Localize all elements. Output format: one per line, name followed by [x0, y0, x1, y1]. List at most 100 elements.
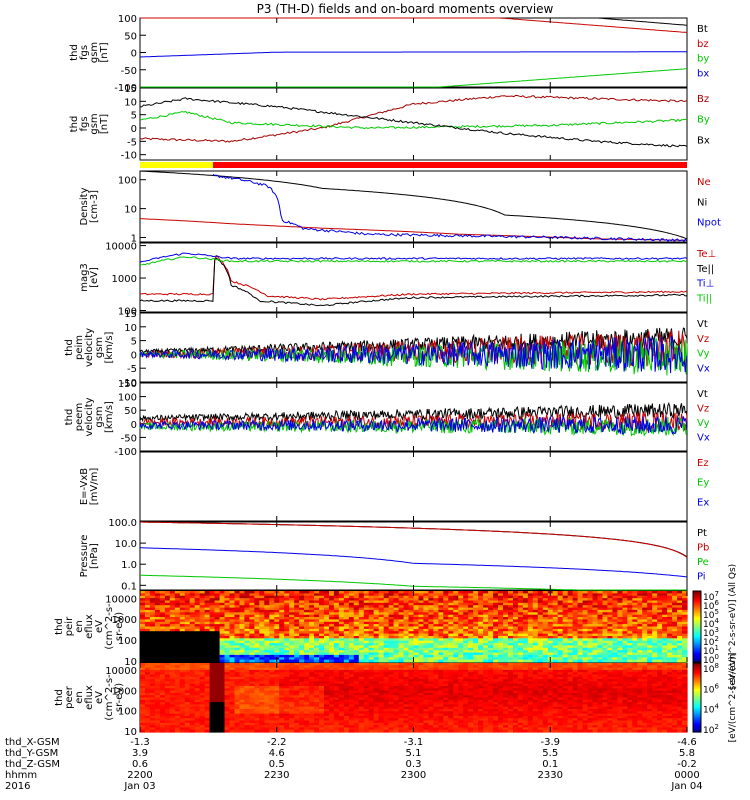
panel-5-ylabel-line: gsm — [94, 406, 105, 427]
panel-8-colorbar-tick: 102 — [703, 635, 719, 648]
x-tick-1-row-3: 2230 — [264, 770, 289, 781]
panel-2: 100 10 1 Ne Ni Npot — [118, 170, 721, 245]
panel-4-series-Vy — [139, 336, 688, 376]
panel-1-series-By — [139, 111, 688, 130]
panel-3-legend-0: Te⊥ — [696, 249, 716, 260]
panel-7-series-Pi — [140, 547, 688, 578]
panel-4-legend-0: Vt — [697, 319, 708, 330]
panel-7-ytick-label: 1.0 — [121, 560, 137, 571]
panel-6-legend-0: Ez — [697, 458, 709, 469]
panel-4-ytick-label: 5 — [131, 337, 137, 348]
x-row-label-4: 2016 — [5, 781, 30, 792]
panel-1-ytick-label: -10 — [121, 151, 137, 162]
x-row-label-0: thd_X-GSM — [5, 737, 60, 748]
panel-5-ytick-label: 0 — [131, 420, 137, 431]
x-tick-1-row-0: -2.2 — [267, 737, 287, 748]
panel-4-series-Vx — [139, 335, 688, 374]
panel-2-ytick-label: 100 — [118, 176, 137, 187]
panel-3: 10000 1000 100 Te⊥ Te|| Ti⊥ Ti|| — [105, 242, 716, 318]
x-tick-2-row-0: -3.1 — [404, 737, 424, 748]
panel-8-ylabel-line: peir — [64, 616, 75, 636]
panel-3-series-Te|| — [139, 257, 688, 307]
panel-0-ylabel-line: [nT] — [99, 42, 110, 62]
x-tick-3-row-2: 0.1 — [542, 759, 558, 770]
panel-4-ytick-label: -10 — [121, 378, 137, 389]
x-tick-2-row-2: 0.3 — [406, 759, 422, 770]
panel-0-ytick-label: -100 — [114, 83, 137, 94]
panel-5-ylabel-line: thd — [64, 409, 75, 426]
panel-4-ylabel-line: thd — [64, 339, 75, 356]
x-tick-1-row-2: 0.5 — [269, 759, 285, 770]
panel-6-legend-1: Ey — [697, 478, 709, 489]
panel-8-colorbar-tick: 107 — [703, 590, 719, 603]
panel-5: 150 100 50 0 -50 -100 Vt Vz Vy Vx — [114, 379, 710, 458]
panel-9-colorbar-tick: 106 — [703, 682, 719, 695]
panel-0-legend-1: bz — [697, 39, 709, 50]
panel-8-ytick-label: 10 — [124, 657, 137, 668]
panel-9-ylabel-line: sr-eV) — [114, 683, 125, 712]
panel-7-legend-1: Pb — [697, 543, 709, 554]
panel-2-ytick-label: 1 — [131, 234, 137, 245]
panel-9-colorbar: 108 106 104 102 [eV/(cm^2-s-sr-eV)] — [692, 653, 738, 742]
panel-1-ytick-label: 10 — [124, 97, 137, 108]
panel-8-colorbar-tick: 103 — [703, 626, 719, 639]
panel-5-legend-3: Vx — [697, 433, 710, 444]
x-row-label-2: thd_Z-GSM — [5, 759, 60, 770]
panel-6: Ez Ey Ex — [139, 451, 709, 522]
panel-5-ylabel-line: [km/s] — [104, 401, 115, 433]
panel-0-ytick-label: 50 — [124, 31, 137, 42]
panel-9-ytick-label: 100 — [118, 707, 137, 718]
panel-1-series-Bz — [139, 94, 688, 143]
panel-4-ylabel-line: [km/s] — [104, 331, 115, 363]
x-tick-1-row-1: 4.6 — [269, 748, 285, 759]
panel-8-colorbar-label: [eV/(cm^2-s-sr-eV)] (All Qs) — [728, 564, 738, 689]
panel-9-ylabel-line: en — [74, 691, 85, 704]
panel-0-ylabel-line: gsm — [89, 42, 100, 63]
panel-9-ylabel-line: (cm^2-s- — [104, 674, 115, 721]
panel-8-ytick-label: 100 — [118, 636, 137, 647]
panel-9-colorbar-frame — [692, 662, 702, 733]
panel-7-frame — [139, 521, 688, 591]
panel-4-ylabel-line: velocity — [84, 328, 95, 367]
panel-4-legend-2: Vy — [697, 349, 710, 360]
panel-4-ylabel-line: peim — [74, 335, 85, 360]
panel-8-ylabel-line: sr-eV) — [114, 612, 125, 641]
panel-2-legend-1: Ni — [697, 197, 707, 208]
panel-0: 100 50 0 -50 -100 Bt bz by bx — [114, 14, 709, 94]
x-tick-0-row-1: 3.9 — [132, 748, 148, 759]
panel-5-ytick-label: 50 — [124, 406, 137, 417]
panel-1-ylabel-line: [nT] — [99, 114, 110, 134]
mode-bar — [140, 162, 687, 168]
panel-5-ylabel-line: peem — [74, 403, 85, 431]
x-tick-3-row-1: 5.5 — [542, 748, 558, 759]
panel-0-ytick-label: -50 — [121, 66, 137, 77]
mode-bar-segment-1 — [212, 162, 687, 168]
panel-2-ytick-label: 10 — [124, 205, 137, 216]
panel-4-legend-1: Vz — [697, 334, 709, 345]
panel-7-legend-3: Pi — [697, 572, 706, 583]
panel-8-colorbar-frame — [692, 590, 702, 663]
panel-5-series-Vx — [139, 415, 688, 435]
x-tick-2-row-1: 5.1 — [406, 748, 422, 759]
panel-5-ytick-label: -50 — [121, 433, 137, 444]
panel-1-legend-2: Bx — [697, 135, 710, 146]
panel-3-ytick-label: 1000 — [112, 274, 137, 285]
panel-2-legend-2: Npot — [697, 218, 721, 229]
panel-5-ylabel-line: velocity — [84, 397, 95, 436]
panel-7-series-Pb — [140, 521, 688, 558]
panel-8-ylabel-line: en — [74, 620, 85, 633]
panel-1: 15 10 5 0 -5 -10 Bz By Bx — [121, 84, 710, 162]
panel-1-ylabel-line: gsm — [89, 113, 100, 134]
panel-6-ylabel-line: E=-VxB — [79, 468, 90, 505]
panel-8-ylabel-line: eflux — [84, 614, 95, 639]
panel-7-legend-2: Pe — [697, 557, 709, 568]
x-tick-4-row-4: Jan 04 — [670, 781, 702, 792]
panel-3-frame — [139, 242, 688, 313]
panel-4-legend-3: Vx — [697, 363, 710, 374]
panel-5-legend-2: Vy — [697, 418, 710, 429]
panel-2-ylabel-line: Density — [79, 187, 90, 225]
x-tick-0-row-3: 2200 — [127, 770, 152, 781]
